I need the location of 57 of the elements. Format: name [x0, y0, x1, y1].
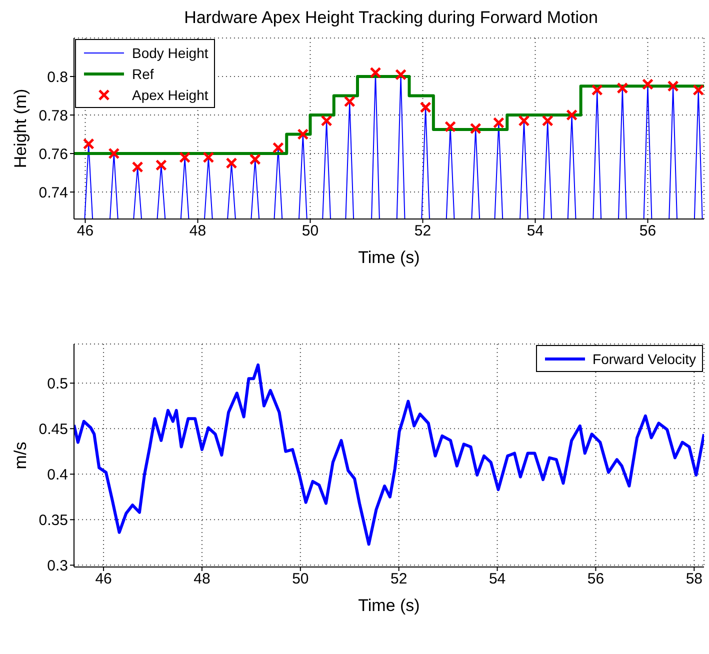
x-tick-label: 48 — [194, 570, 210, 588]
y-tick-label: 0.5 — [47, 375, 68, 392]
point — [566, 109, 578, 121]
point — [395, 68, 407, 80]
x-tick-label: 52 — [390, 570, 408, 588]
y-tick-label: 0.45 — [38, 420, 68, 438]
y-tick-label: 0.35 — [38, 512, 68, 529]
point — [226, 157, 238, 169]
x-tick-label: 46 — [76, 222, 94, 240]
point — [518, 115, 530, 127]
x-tick-label: 52 — [414, 222, 432, 240]
x-tick-label: 54 — [526, 222, 544, 240]
x-tick-label: 54 — [488, 570, 506, 588]
point — [108, 148, 120, 160]
y-tick-label: 0.3 — [47, 558, 68, 575]
point — [667, 80, 679, 92]
x-axis-title: Time (s) — [358, 248, 420, 267]
x-tick-label: 58 — [686, 570, 702, 588]
legend-label: Body Height — [132, 44, 208, 60]
point — [249, 154, 261, 166]
point — [297, 128, 309, 140]
point — [591, 84, 603, 96]
x-tick-label: 56 — [639, 222, 656, 240]
x-tick-label: 48 — [189, 222, 206, 240]
y-tick-label: 0.74 — [38, 184, 68, 202]
y-tick-label: 0.4 — [47, 466, 68, 484]
y-axis-title: Height (m) — [11, 88, 30, 168]
point — [132, 161, 144, 173]
point — [179, 152, 191, 164]
point — [616, 82, 628, 94]
point — [344, 96, 356, 108]
y-tick-label: 0.76 — [38, 146, 68, 163]
x-axis-title: Time (s) — [358, 596, 420, 615]
point — [155, 159, 167, 171]
legend-label: Ref — [132, 66, 154, 82]
point — [642, 78, 654, 90]
y-tick-label: 0.78 — [38, 107, 68, 124]
chart-title: Hardware Apex Height Tracking during Forward Motion — [183, 8, 599, 29]
point — [692, 84, 704, 96]
point — [492, 116, 504, 128]
x-tick-label: 56 — [587, 570, 604, 588]
point — [82, 138, 94, 150]
point — [542, 115, 554, 127]
y-tick-label: 0.8 — [47, 68, 68, 86]
point — [272, 142, 284, 154]
point — [202, 152, 214, 164]
legend-label: Forward Velocity — [592, 350, 696, 366]
legend-label: Apex Height — [132, 86, 208, 102]
point — [370, 66, 382, 78]
x-tick-label: 46 — [95, 570, 112, 588]
point — [470, 122, 482, 134]
x-tick-label: 50 — [292, 570, 309, 588]
point — [320, 115, 332, 127]
y-axis-title: m/s — [11, 442, 30, 470]
point — [420, 102, 432, 114]
x-tick-label: 50 — [302, 222, 319, 240]
point — [444, 120, 456, 132]
